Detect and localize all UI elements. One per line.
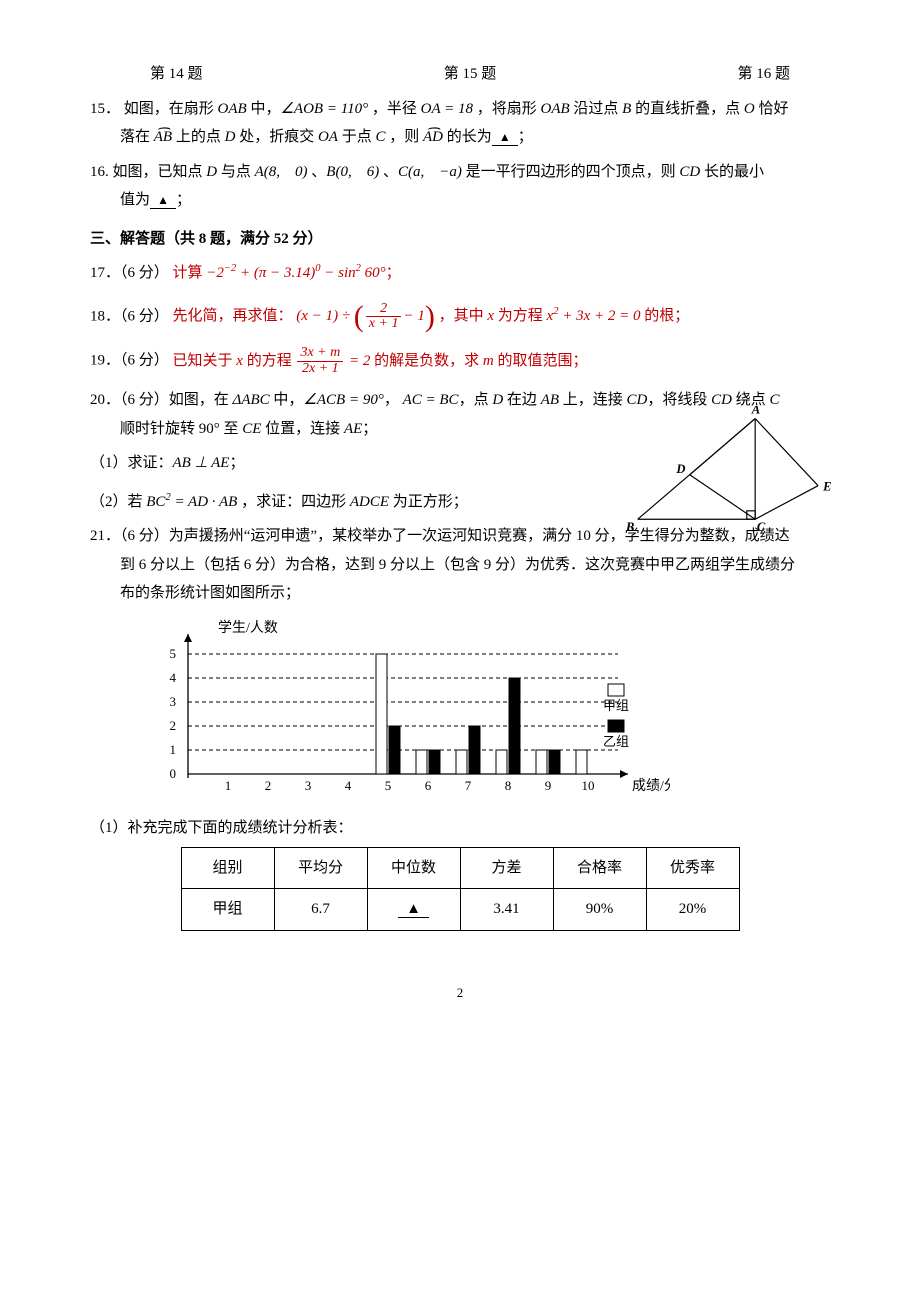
q15-num: 15． [90,101,120,117]
svg-text:A: A [751,406,760,417]
fig14-label: 第 14 题 [150,60,203,89]
svg-text:7: 7 [465,778,472,793]
q19: 19．（6 分） 已知关于 x 的方程 3x + m2x + 1 = 2 的解是… [90,346,830,376]
svg-text:1: 1 [170,742,177,757]
svg-text:成绩/分: 成绩/分 [632,778,670,794]
q20: 20．（6 分）如图，在 ΔABC 中，∠ACB = 90°， AC = BC，… [90,386,830,516]
svg-text:9: 9 [545,778,552,793]
col-excellent: 优秀率 [646,847,739,889]
svg-text:D: D [675,462,685,476]
q20-figure: A B C D E [620,406,840,536]
col-median: 中位数 [367,847,460,889]
svg-text:6: 6 [425,778,432,793]
q21-part1: （1）补充完成下面的成绩统计分析表： [90,814,830,843]
bar-chart: 0 1 2 3 4 5 学生/人数成绩/分 1 2 3 4 5 6 7 8 9 10 甲组乙组 [130,614,830,815]
arc-ad: AD [423,123,443,152]
q20-part1: （1）求证： [90,455,173,471]
q16-blank [150,194,176,209]
col-mean: 平均分 [274,847,367,889]
svg-text:5: 5 [385,778,392,793]
svg-text:2: 2 [170,718,177,733]
svg-text:8: 8 [505,778,512,793]
q18: 18．（6 分） 先化简，再求值： (x − 1) ÷ ( 2x + 1 − 1… [90,302,830,332]
table-header-row: 组别 平均分 中位数 方差 合格率 优秀率 [181,847,739,889]
arc-ab: AB [154,123,172,152]
svg-text:0: 0 [170,766,177,781]
svg-text:10: 10 [582,778,595,793]
svg-text:乙组: 乙组 [603,734,629,749]
svg-text:2: 2 [265,778,272,793]
col-variance: 方差 [460,847,553,889]
q16-line2: 值为； [90,186,830,215]
svg-text:3: 3 [170,694,177,709]
svg-text:B: B [625,520,634,534]
svg-text:4: 4 [170,670,177,685]
fig15-label: 第 15 题 [444,60,497,89]
col-group: 组别 [181,847,274,889]
figure-label-row: 第 14 题 第 15 题 第 16 题 [90,60,830,89]
svg-text:1: 1 [225,778,232,793]
q19-num: 19．（6 分） [90,353,169,369]
q20-num: 20．（6 分）如图，在 [90,392,233,408]
svg-text:C: C [757,520,766,534]
svg-text:学生/人数: 学生/人数 [218,620,278,636]
q16-num: 16. [90,164,109,180]
fig16-label: 第 16 题 [737,60,790,89]
svg-text:E: E [822,480,831,494]
stats-table: 组别 平均分 中位数 方差 合格率 优秀率 甲组 6.7 ▲ 3.41 90% … [181,847,740,931]
q17-num: 17．（6 分） [90,265,169,281]
svg-text:3: 3 [305,778,312,793]
q20-part2: （2）若 [90,494,146,510]
q17: 17．（6 分） 计算 −2−2 + (π − 3.14)0 − sin2 60… [90,259,830,288]
table-row-jia: 甲组 6.7 ▲ 3.41 90% 20% [181,889,739,931]
svg-text:4: 4 [345,778,352,793]
svg-text:甲组: 甲组 [603,698,629,713]
q15-line2: 落在 AB 上的点 D 处，折痕交 OA 于点 C ，则 AD 的长为； [90,123,830,152]
q18-num: 18．（6 分） [90,308,169,324]
page-number: 2 [90,981,830,1006]
svg-text:5: 5 [170,646,177,661]
q16: 16. 如图，已知点 D 与点 A(8, 0) 、B(0, 6) 、C(a, −… [90,158,830,215]
q15: 15． 如图，在扇形 OAB 中，∠AOB = 110° ，半径 OA = 18… [90,95,830,152]
col-passrate: 合格率 [553,847,646,889]
section-3-heading: 三、解答题（共 8 题，满分 52 分） [90,225,830,254]
q15-blank [492,131,518,146]
